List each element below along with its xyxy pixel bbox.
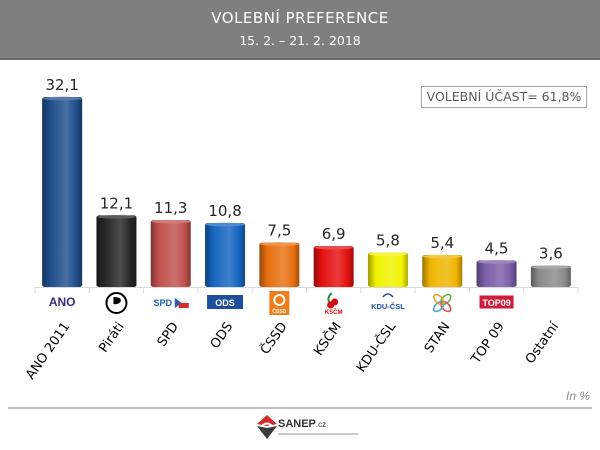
party-logo-4: ČSSD [269, 291, 290, 315]
category-label: ČSSD [257, 319, 291, 357]
value-label: 3,6 [539, 245, 563, 263]
party-logo-1 [105, 292, 128, 314]
category-label: SPD [155, 320, 182, 350]
value-label: 12,1 [100, 194, 133, 212]
bar-cap [314, 245, 354, 250]
bar-cap [531, 265, 571, 269]
bar-3 [205, 223, 246, 287]
value-label: 32,1 [45, 76, 78, 94]
sanep-tagline [278, 433, 358, 435]
category-label: Ostatní [523, 319, 562, 366]
party-logo-text: SPD [153, 298, 172, 308]
bar-5 [313, 246, 354, 287]
category-label: Piráti [96, 320, 127, 356]
value-label: 6,9 [322, 225, 346, 243]
sanep-logo-suffix: .cz [315, 420, 327, 429]
footer-divider [8, 407, 592, 409]
party-logo-text: ANO [49, 295, 76, 309]
value-label: 4,5 [485, 239, 509, 257]
party-logo-3: ODS [207, 295, 244, 309]
bar-cap [259, 242, 299, 246]
bar-cap [368, 252, 408, 256]
value-label: 5,4 [430, 234, 454, 252]
category-label: KDU-ČSL [353, 319, 399, 376]
party-logo-text: ODS [215, 298, 235, 308]
chart-header: VOLEBNÍ PREFERENCE 15. 2. – 21. 2. 2018 [0, 0, 600, 60]
party-logo-8: TOP09 [479, 295, 514, 309]
sanep-logo: SANEP.cz [256, 414, 366, 444]
bar-7 [422, 255, 463, 287]
party-logo-0: ANO [49, 295, 76, 309]
party-logo-text: ČSSD [272, 308, 286, 315]
bar-cap [151, 219, 191, 224]
party-logo-7 [433, 293, 452, 313]
bar-cap [96, 215, 136, 219]
bar-cap [477, 260, 517, 264]
bar-1 [96, 215, 137, 287]
bar-cap [42, 96, 82, 101]
bar-cap [205, 222, 245, 227]
category-label: STAN [422, 320, 454, 356]
category-label: ODS [208, 320, 237, 352]
category-label: ANO 2011 [23, 320, 73, 383]
chart-title: VOLEBNÍ PREFERENCE [211, 9, 389, 27]
party-logo-6: KDU-ČSL [371, 293, 405, 311]
value-label: 7,5 [267, 222, 291, 240]
value-label: 5,8 [376, 232, 400, 250]
value-label: 10,8 [208, 202, 241, 220]
sanep-logo-name: SANEP [278, 418, 316, 430]
bar-9 [530, 265, 571, 287]
value-label: 11,3 [154, 199, 187, 217]
party-logo-2: SPD [153, 298, 189, 308]
bar-6 [367, 252, 408, 287]
party-logo-text: TOP09 [482, 298, 510, 308]
party-logo-5: KSČM [325, 292, 343, 316]
bar-cap [422, 254, 462, 259]
bar-0 [42, 97, 83, 287]
category-label: KSČM [311, 319, 345, 359]
bar-8 [476, 260, 517, 287]
turnout-box: VOLEBNÍ ÚČAST= 61,8% [421, 86, 587, 108]
party-logo-text: KSČM [325, 309, 343, 316]
category-label: TOP 09 [468, 320, 508, 368]
bar-2 [150, 220, 191, 287]
bar-chart: 32,1 12,1 11,3 10,8 7,5 6,9 5,8 5,4 4,5 3,6 ANO SP… [23, 76, 579, 383]
sanep-logo-icon [257, 415, 277, 439]
unit-label: In % [565, 389, 590, 403]
chart-subtitle: 15. 2. – 21. 2. 2018 [239, 33, 361, 48]
party-logo-text: KDU-ČSL [371, 302, 405, 311]
bar-4 [259, 242, 300, 287]
